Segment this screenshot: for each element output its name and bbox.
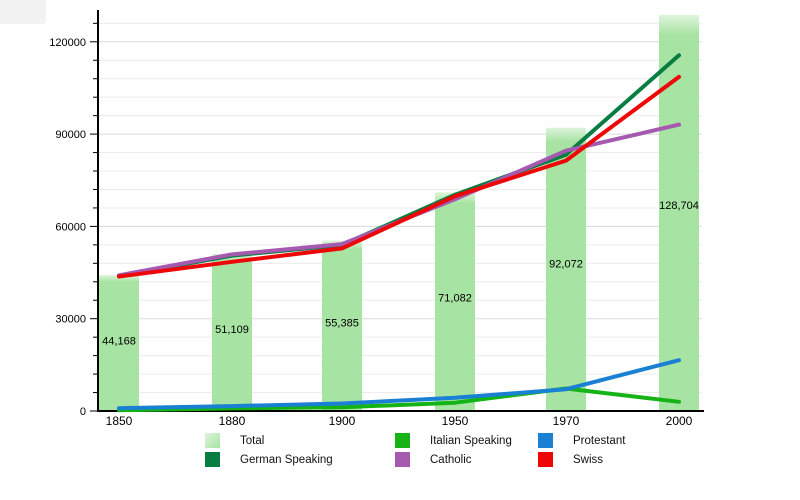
legend-label-swiss: Swiss (573, 453, 604, 466)
bar-label-1850: 44,168 (102, 335, 136, 347)
legend-label-german-speaking: German Speaking (240, 453, 333, 466)
legend-item-swiss: Swiss (538, 452, 698, 467)
chart-legend: Total Italian Speaking Protestant German Sp… (205, 431, 698, 469)
bar-label-1970: 92,072 (549, 259, 583, 271)
y-tick-label-0: 0 (80, 406, 86, 418)
line-italian-speaking (117, 386, 681, 413)
bar-2000 (659, 15, 699, 412)
bar-label-1950: 71,082 (438, 292, 472, 304)
y-tick-label-120000: 120000 (49, 37, 86, 49)
legend-label-catholic: Catholic (430, 453, 472, 466)
bar-1900 (322, 240, 362, 411)
bar-label-2000: 128,704 (659, 200, 699, 212)
legend-item-protestant: Protestant (538, 433, 698, 448)
legend-swatch-total (205, 433, 220, 448)
bar-label-1900: 55,385 (325, 317, 359, 329)
legend-item-catholic: Catholic (395, 452, 538, 467)
line-swiss (117, 74, 681, 279)
bar-1950 (435, 192, 475, 411)
y-tick-label-90000: 90000 (55, 129, 86, 141)
legend-label-italian-speaking: Italian Speaking (430, 434, 512, 447)
y-tick-label-60000: 60000 (55, 221, 86, 233)
x-tick-label-1880: 1880 (219, 414, 246, 428)
legend-label-total: Total (240, 434, 265, 447)
legend-item-total: Total (205, 433, 395, 448)
x-tick-label-1850: 1850 (106, 414, 133, 428)
legend-swatch-catholic (395, 452, 410, 467)
bar-1850 (99, 275, 139, 411)
line-german-speaking (117, 53, 681, 278)
x-tick-label-2000: 2000 (666, 414, 693, 428)
bar-1880 (212, 253, 252, 411)
x-tick-label-1970: 1970 (553, 414, 580, 428)
chart-canvas: 44,168 51,109 55,385 71,082 92,072 128,704 0 30… (49, 10, 704, 428)
line-catholic (117, 122, 681, 278)
line-protestant (117, 358, 681, 411)
legend-swatch-swiss (538, 452, 553, 467)
legend-item-italian-speaking: Italian Speaking (395, 433, 538, 448)
legend-swatch-italian-speaking (395, 433, 410, 448)
corner-artifact (0, 0, 46, 24)
legend-swatch-german-speaking (205, 452, 220, 467)
x-tick-label-1950: 1950 (442, 414, 469, 428)
x-tick-label-1900: 1900 (329, 414, 356, 428)
legend-label-protestant: Protestant (573, 434, 626, 447)
bar-1970 (546, 127, 586, 411)
y-tick-label-30000: 30000 (55, 314, 86, 326)
legend-item-german-speaking: German Speaking (205, 452, 395, 467)
legend-swatch-protestant (538, 433, 553, 448)
bar-label-1880: 51,109 (215, 324, 249, 336)
